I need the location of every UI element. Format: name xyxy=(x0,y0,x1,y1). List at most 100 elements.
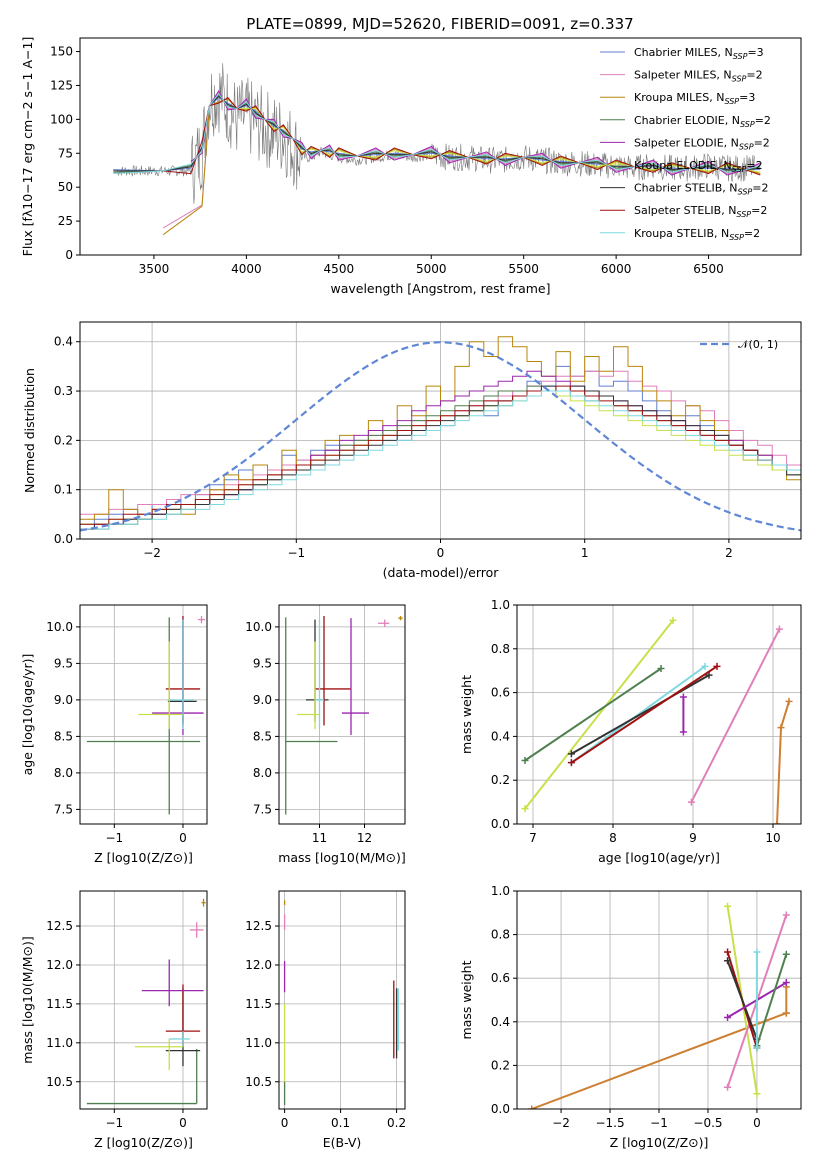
model-line xyxy=(163,97,761,176)
model-line xyxy=(237,108,761,173)
y-axis-label: Flux [fλ10−17 erg cm−2 s−1 A−1] xyxy=(20,37,35,257)
x-tick-label: 5000 xyxy=(416,262,447,276)
plot-area xyxy=(86,898,206,1105)
y-tick-label: 8.0 xyxy=(253,766,272,780)
x-tick-label: 11 xyxy=(312,831,327,845)
y-tick-label: 11.5 xyxy=(46,997,73,1011)
x-tick-label: 5500 xyxy=(508,262,539,276)
legend-entry-name: Chabrier MILES, N xyxy=(634,46,733,59)
y-tick-label: 125 xyxy=(50,78,73,92)
x-axis-label-part: )] xyxy=(396,850,406,865)
plot-area xyxy=(528,902,790,1109)
y-axis-label-part: (M/M xyxy=(20,956,35,987)
legend-entry: Kroupa STELIB, NSSP=2 xyxy=(634,227,760,242)
x-axis-label: age [log10(age/yr)] xyxy=(598,850,720,865)
weight-marker xyxy=(782,979,790,987)
axes-frame xyxy=(278,890,406,1110)
y-tick-label: 8.0 xyxy=(54,766,73,780)
x-tick-label: −1 xyxy=(287,546,305,560)
x-tick-label: 0.1 xyxy=(331,1116,350,1130)
y-axis-label-part: −17 xyxy=(20,167,35,193)
legend-entry-name: Salpeter ELODIE, N xyxy=(634,136,739,149)
weight-marker xyxy=(777,724,785,732)
legend-entry-name: Kroupa ELODIE, N xyxy=(634,159,732,172)
y-tick-label: 0.4 xyxy=(54,335,73,349)
weight-line xyxy=(690,628,781,803)
legend-entry-count: =2 xyxy=(746,69,762,82)
y-tick-label: 7.5 xyxy=(54,802,73,816)
weight-line xyxy=(524,667,662,762)
y-axis-label: mass weight xyxy=(459,675,474,754)
weight-marker xyxy=(521,805,529,813)
y-tick-label: 10.0 xyxy=(46,620,73,634)
x-tick-label: −0.5 xyxy=(693,1116,722,1130)
legend-entry-sub: SSP xyxy=(724,97,739,106)
axes-frame xyxy=(79,321,802,540)
legend-entry: Salpeter ELODIE, NSSP=2 xyxy=(634,136,770,151)
y-tick-label: 9.0 xyxy=(54,693,73,707)
y-tick-label: 9.0 xyxy=(253,693,272,707)
x-axis-label-part: )] xyxy=(183,850,193,865)
y-axis-label-part: age [log xyxy=(20,724,35,775)
weight-marker xyxy=(724,948,732,956)
y-axis-label-part: λ xyxy=(20,209,35,217)
x-tick-label: −2 xyxy=(552,1116,570,1130)
legend-entry-sub: SSP xyxy=(729,233,744,242)
weight-line xyxy=(570,665,718,764)
x-axis-label-part: ⊙ xyxy=(173,850,183,865)
legend-entry-count: =3 xyxy=(739,91,755,104)
y-axis-label: mass weight xyxy=(459,960,474,1039)
y-axis-label-part: (age/yr)] xyxy=(20,654,35,709)
y-tick-label: 25 xyxy=(58,214,73,228)
x-axis-label-part: mass [log xyxy=(278,850,339,865)
x-axis-label-part: Z [log xyxy=(610,1135,646,1150)
weight-line xyxy=(755,953,788,1047)
y-tick-label: 9.5 xyxy=(54,656,73,670)
x-axis-label: mass [log10(M/M⊙)] xyxy=(278,850,406,865)
y-axis-label-part: f xyxy=(20,217,35,222)
legend-entry: Chabrier MILES, NSSP=3 xyxy=(634,46,764,61)
legend-entry-name: Salpeter MILES, N xyxy=(634,69,732,82)
x-axis-label: Z [log10(Z/Z⊙)] xyxy=(94,1135,193,1150)
weight-marker xyxy=(567,759,575,767)
x-tick-label: −2 xyxy=(143,546,161,560)
y-tick-label: 12.0 xyxy=(46,958,73,972)
legend-entry-count: =2 xyxy=(751,204,767,217)
y-axis-label-part: −1 xyxy=(20,42,35,60)
legend-entry: Kroupa MILES, NSSP=3 xyxy=(634,91,755,106)
x-tick-label: −1 xyxy=(105,1116,123,1130)
x-tick-label: 0 xyxy=(179,1116,187,1130)
x-axis-label: wavelength [Angstrom, rest frame] xyxy=(330,281,550,296)
x-axis-label: (data-model)/error xyxy=(383,565,500,580)
y-tick-label: 1.0 xyxy=(491,598,510,612)
plot-area xyxy=(113,63,761,236)
y-tick-label: 50 xyxy=(58,180,73,194)
legend-entry-sub: SSP xyxy=(733,52,748,61)
legend-entry-count: =2 xyxy=(752,182,768,195)
y-axis-label-part: ⊙ xyxy=(20,946,35,956)
plot-area xyxy=(86,615,205,815)
legend-entry: Salpeter MILES, NSSP=2 xyxy=(634,69,763,84)
weight-marker xyxy=(782,1009,790,1017)
y-tick-label: 75 xyxy=(58,146,73,160)
panel-residuals: −2 −1 0 1 2 0.0 0.1 0.2 0.3 0.4 (data-model)/error… xyxy=(22,321,802,580)
x-axis-label-part: (Z/Z xyxy=(662,1135,688,1150)
x-tick-label: −1.5 xyxy=(595,1116,624,1130)
weight-marker xyxy=(773,820,781,824)
x-axis-label-part: Z [log xyxy=(94,1135,130,1150)
x-axis-label-part: )] xyxy=(183,1135,193,1150)
weight-marker xyxy=(785,697,793,705)
x-axis-label-part: 10 xyxy=(649,850,665,865)
weight-marker xyxy=(679,693,687,701)
y-tick-label: 11.5 xyxy=(245,997,272,1011)
y-axis-label-part: mass [log xyxy=(20,1003,35,1064)
x-axis-label: Z [log10(Z/Z⊙)] xyxy=(94,850,193,865)
y-tick-label: 0.2 xyxy=(491,1058,510,1072)
panel-age-vs-mass: 11 12 7.5 8.0 8.5 9.0 9.5 10.0 mass [log10(M/M⊙)… xyxy=(245,604,406,865)
legend-entry: Chabrier ELODIE, NSSP=2 xyxy=(634,114,771,129)
axes-frame xyxy=(79,890,208,1110)
y-tick-label: 0.6 xyxy=(491,971,510,985)
y-tick-label: 0.1 xyxy=(54,483,73,497)
legend-entry: Salpeter STELIB, NSSP=2 xyxy=(634,204,767,219)
x-axis-label-part: ⊙ xyxy=(173,1135,183,1150)
